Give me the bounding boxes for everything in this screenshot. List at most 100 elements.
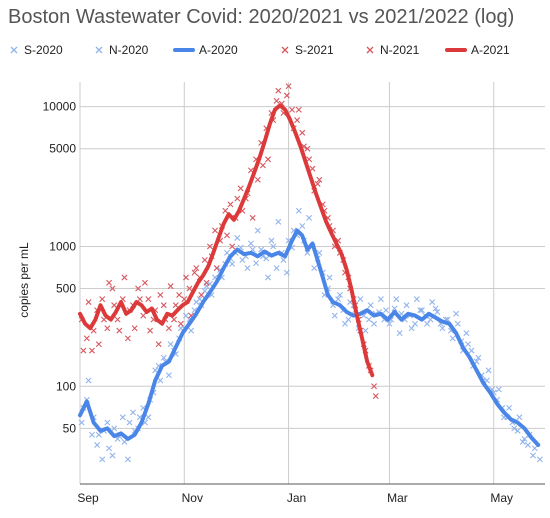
data-point bbox=[418, 307, 425, 314]
data-point bbox=[206, 280, 213, 287]
data-point bbox=[116, 327, 123, 334]
data-point bbox=[273, 265, 280, 272]
data-point bbox=[157, 291, 164, 298]
data-point bbox=[193, 299, 200, 306]
data-point bbox=[306, 214, 313, 221]
data-point bbox=[83, 335, 90, 342]
data-point bbox=[357, 296, 364, 303]
data-point bbox=[237, 185, 244, 192]
data-point bbox=[171, 316, 178, 323]
data-point bbox=[227, 201, 234, 208]
data-point bbox=[295, 207, 302, 214]
data-point bbox=[259, 162, 266, 169]
y-axis-ticks: 50 100 500 1000 5000 10000 bbox=[43, 100, 77, 436]
data-point bbox=[85, 299, 92, 306]
data-point bbox=[193, 265, 200, 272]
data-point bbox=[434, 308, 441, 315]
data-point bbox=[326, 274, 333, 281]
data-point bbox=[362, 327, 369, 334]
data-point bbox=[244, 265, 251, 272]
legend-item-s-2021: S-2021 bbox=[281, 43, 334, 57]
legend-label: S-2021 bbox=[295, 43, 334, 57]
x-tick-label: Nov bbox=[182, 491, 203, 505]
data-point bbox=[299, 223, 306, 230]
legend-label: S-2020 bbox=[24, 43, 63, 57]
data-point bbox=[530, 452, 537, 459]
data-point bbox=[396, 330, 403, 337]
data-point bbox=[265, 274, 272, 281]
data-point bbox=[167, 341, 174, 348]
data-point bbox=[206, 243, 213, 250]
data-point bbox=[104, 419, 111, 426]
data-point bbox=[124, 456, 131, 463]
data-point bbox=[247, 240, 254, 247]
data-point bbox=[432, 305, 439, 312]
data-point bbox=[314, 180, 321, 187]
data-point bbox=[403, 302, 410, 309]
data-point bbox=[141, 279, 148, 286]
data-point bbox=[386, 320, 393, 327]
data-point bbox=[177, 320, 184, 327]
data-point bbox=[265, 156, 272, 163]
data-point bbox=[521, 435, 528, 442]
data-point bbox=[109, 452, 116, 459]
data-point bbox=[145, 296, 152, 303]
data-point bbox=[239, 257, 246, 263]
data-point bbox=[391, 305, 398, 312]
data-point bbox=[275, 218, 282, 225]
legend: S-2020 N-2020 A-2020 S-2021 N-2021 A-2021 bbox=[10, 43, 510, 57]
data-point bbox=[172, 302, 179, 309]
data-point bbox=[283, 269, 290, 276]
data-point bbox=[167, 283, 174, 290]
data-point bbox=[106, 445, 113, 452]
x-tick-label: Jan bbox=[287, 491, 306, 505]
data-point bbox=[111, 302, 118, 309]
data-point bbox=[121, 274, 128, 281]
data-point bbox=[424, 320, 431, 327]
data-point bbox=[224, 249, 231, 256]
legend-marker-icon bbox=[10, 46, 18, 54]
data-point bbox=[183, 274, 189, 281]
y-tick-label: 500 bbox=[56, 282, 76, 296]
data-point bbox=[331, 312, 338, 319]
legend-item-a-2021: A-2021 bbox=[445, 43, 510, 57]
data-point bbox=[131, 325, 138, 332]
y-axis-label: copies per mL bbox=[17, 242, 31, 318]
data-point bbox=[275, 87, 282, 94]
y-tick-label: 5000 bbox=[49, 142, 76, 156]
series-line bbox=[78, 228, 541, 447]
legend-item-n-2020: N-2020 bbox=[95, 43, 149, 57]
x-axis-ticks: Sep Nov Jan Mar May bbox=[77, 491, 513, 505]
data-point bbox=[309, 165, 316, 172]
data-point bbox=[365, 316, 372, 323]
data-point bbox=[371, 320, 378, 327]
data-point bbox=[413, 296, 420, 303]
data-point bbox=[511, 425, 518, 432]
data-point bbox=[94, 442, 101, 449]
data-point bbox=[203, 279, 210, 286]
legend-item-s-2020: S-2020 bbox=[10, 43, 63, 57]
data-point bbox=[201, 257, 208, 263]
data-point bbox=[160, 354, 167, 361]
grid bbox=[79, 82, 545, 485]
data-point bbox=[188, 327, 195, 334]
data-point bbox=[147, 327, 154, 334]
data-point bbox=[88, 431, 95, 438]
legend-marker-icon bbox=[366, 46, 374, 54]
data-point bbox=[485, 367, 492, 374]
data-point bbox=[263, 255, 270, 262]
data-point bbox=[408, 325, 415, 332]
data-point bbox=[519, 438, 526, 445]
chart-title: Boston Wastewater Covid: 2020/2021 vs 20… bbox=[8, 6, 515, 28]
data-point bbox=[304, 145, 311, 152]
data-point bbox=[514, 427, 521, 434]
data-point bbox=[212, 227, 219, 234]
legend-label: N-2021 bbox=[380, 43, 420, 57]
data-point bbox=[145, 414, 152, 421]
legend-item-n-2021: N-2021 bbox=[366, 43, 420, 57]
data-point bbox=[524, 442, 531, 449]
data-point bbox=[99, 456, 106, 463]
data-point bbox=[95, 431, 102, 438]
y-tick-label: 1000 bbox=[49, 239, 76, 253]
data-point bbox=[372, 393, 379, 400]
